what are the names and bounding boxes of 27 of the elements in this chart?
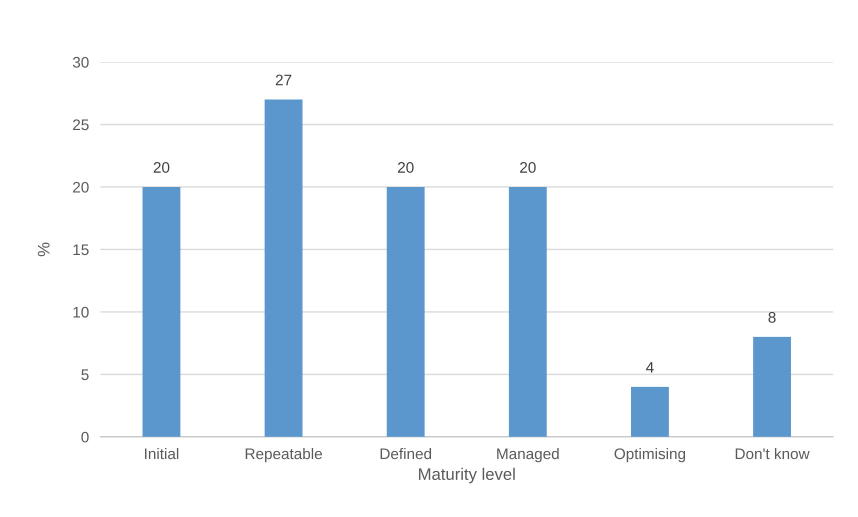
- x-tick-label: Optimising: [614, 448, 686, 462]
- x-tick-label: Repeatable: [246, 448, 322, 462]
- data-label: 27: [276, 74, 292, 86]
- bar: [631, 386, 669, 437]
- x-axis-title: Maturity level: [419, 468, 515, 484]
- data-label: 20: [520, 162, 536, 173]
- y-tick-label: 25: [73, 119, 89, 130]
- y-axis-title: %: [38, 242, 50, 256]
- bar: [508, 186, 547, 437]
- y-tick-label: 0: [81, 432, 89, 443]
- data-label: 4: [646, 362, 654, 373]
- x-tick-label: Don't know: [736, 448, 810, 460]
- data-label: 20: [398, 162, 414, 173]
- x-tick-label: Managed: [497, 448, 559, 462]
- y-tick-label: 15: [73, 244, 89, 256]
- y-tick-label: 30: [72, 56, 89, 68]
- y-tick-label: 10: [73, 306, 89, 318]
- bar: [753, 336, 791, 437]
- data-label: 8: [768, 312, 776, 323]
- x-tick-label: Defined: [380, 448, 432, 460]
- bar: [264, 100, 302, 437]
- y-tick-label: 20: [73, 182, 89, 193]
- bar: [386, 186, 425, 437]
- bar: [142, 186, 180, 437]
- x-tick-label: Initial: [145, 448, 178, 460]
- y-tick-label: 5: [81, 369, 89, 380]
- data-label: 20: [154, 162, 170, 173]
